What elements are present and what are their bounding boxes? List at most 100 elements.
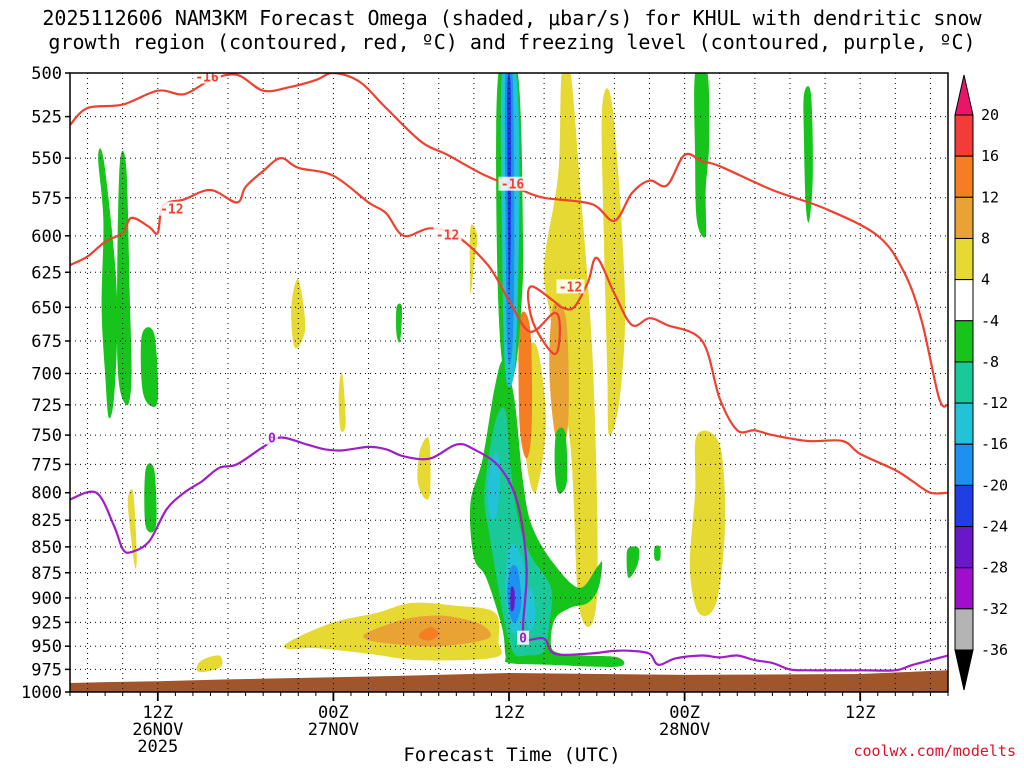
contour-label-bg-4 [556,279,585,294]
omega-region-11 [549,302,569,447]
colorbar-bin-top [954,74,974,116]
omega-shading [98,73,813,673]
omega-region-27 [510,586,515,612]
axes: 500 525 550 575 600 625 650 675 700 725 750 775 800 8… [21,64,949,757]
x-tick-label-20-0: 12Z [494,703,525,723]
omega-region-2 [338,372,346,432]
colorbar-label-1: 16 [981,147,999,165]
x-tick-label-0-0: 12Z [142,703,173,723]
contour-label-6: 0 [519,632,527,647]
y-tick-label-500: 500 [31,64,62,84]
freezing-contour-2 [70,436,948,672]
credit-text[interactable]: coolwx.com/modelts [853,742,1016,760]
omega-region-7 [417,437,431,500]
colorbar-bin-9 [954,443,974,486]
y-tick-label-775: 775 [31,455,62,475]
contour-label-4: -12 [559,280,582,295]
omega-region-6 [418,627,439,641]
y-tick-label-850: 850 [31,538,62,558]
chart-title-line1: 2025112606 NAM3KM Forecast Omega (shaded… [42,6,982,30]
contour-label-bg-0 [192,73,221,84]
y-tick-label-1000: 1000 [21,683,62,703]
omega-region-19 [396,303,403,343]
chart-title-line2: growth region (contoured, red, ºC) and f… [48,30,976,54]
omega-region-35 [803,86,813,223]
colorbar-bin-12 [954,567,974,610]
omega-region-14 [689,430,726,616]
x-tick-label-30-1: 28NOV [659,720,710,740]
contour-label-2: -12 [160,203,183,218]
colorbar-bin-11 [954,526,974,569]
omega-region-22 [554,427,568,494]
colorbar-label-10: -24 [981,518,1008,536]
contour-label-1: -16 [501,178,525,193]
colorbar-bin-2 [954,155,974,198]
omega-region-3 [196,655,223,673]
y-tick-label-550: 550 [31,149,62,169]
y-tick-label-575: 575 [31,189,62,209]
omega-region-0 [127,488,137,569]
contour-label-bg-3 [433,227,462,242]
colorbar: 20 16 12 8 4 -4 -8 -12 -16 -20 -24 -28 -32 -36 [954,74,1008,691]
chart-title: 2025112606 NAM3KM Forecast Omega (shaded… [0,6,1024,54]
x-tick-label-10-1: 27NOV [308,720,359,740]
contours: -16 -16 -12 -12 -12 0 0 [70,71,948,672]
y-tick-label-525: 525 [31,108,62,128]
colorbar-label-8: -16 [981,435,1008,453]
colorbar-label-13: -36 [981,641,1008,659]
omega-region-9 [543,73,598,627]
contour-label-bg-5 [265,430,278,445]
y-tick-label-875: 875 [31,564,62,584]
omega-region-33 [626,546,640,579]
x-tick-label-40-0: 12Z [845,703,876,723]
colorbar-bin-6 [954,320,974,363]
contour-label-bg-1 [498,176,527,191]
y-tick-label-825: 825 [31,511,62,531]
y-tick-label-800: 800 [31,484,62,504]
y-tick-label-975: 975 [31,660,62,680]
colorbar-label-9: -20 [981,476,1008,494]
colorbar-label-2: 12 [981,188,999,206]
colorbar-bin-5 [954,279,974,322]
y-tick-label-725: 725 [31,396,62,416]
temperature-contour-1 [70,157,948,495]
colorbar-label-3: 8 [981,229,990,247]
contour-label-bg-2 [157,201,186,216]
colorbar-bin-8 [954,402,974,445]
omega-region-10 [601,88,626,436]
colorbar-bin-1 [954,114,974,157]
x-tick-label-30-0: 00Z [669,703,700,723]
y-tick-label-650: 650 [31,298,62,318]
colorbar-bin-3 [954,196,974,239]
y-tick-label-900: 900 [31,589,62,609]
colorbar-label-12: -32 [981,600,1008,618]
omega-region-18 [144,463,157,533]
x-axis-label: Forecast Time (UTC) [403,744,621,766]
colorbar-label-5: -4 [981,312,999,330]
y-tick-label-925: 925 [31,613,62,633]
omega-region-16 [116,150,132,406]
omega-region-32 [654,545,661,561]
colorbar-label-0: 20 [981,106,999,124]
y-tick-label-675: 675 [31,332,62,352]
colorbar-label-4: 4 [981,271,990,289]
colorbar-bin-10 [954,484,974,528]
y-tick-label-750: 750 [31,426,62,446]
colorbar-bin-7 [954,361,974,404]
contour-label-bg-6 [517,630,530,645]
x-tick-label-10-0: 00Z [318,703,349,723]
omega-region-24 [487,452,501,520]
colorbar-label-6: -8 [981,353,999,371]
y-tick-label-625: 625 [31,263,62,283]
omega-region-8 [469,224,478,295]
x-tick-label-0-2: 2025 [137,737,178,757]
grid [70,72,948,693]
omega-region-13 [518,311,533,459]
contour-label-0: -16 [195,71,219,86]
terrain-fill [70,670,948,692]
colorbar-bin-13 [954,608,974,651]
terrain [70,670,948,692]
x-tick-label-0-1: 26NOV [132,720,183,740]
colorbar-bin-4 [954,237,974,281]
